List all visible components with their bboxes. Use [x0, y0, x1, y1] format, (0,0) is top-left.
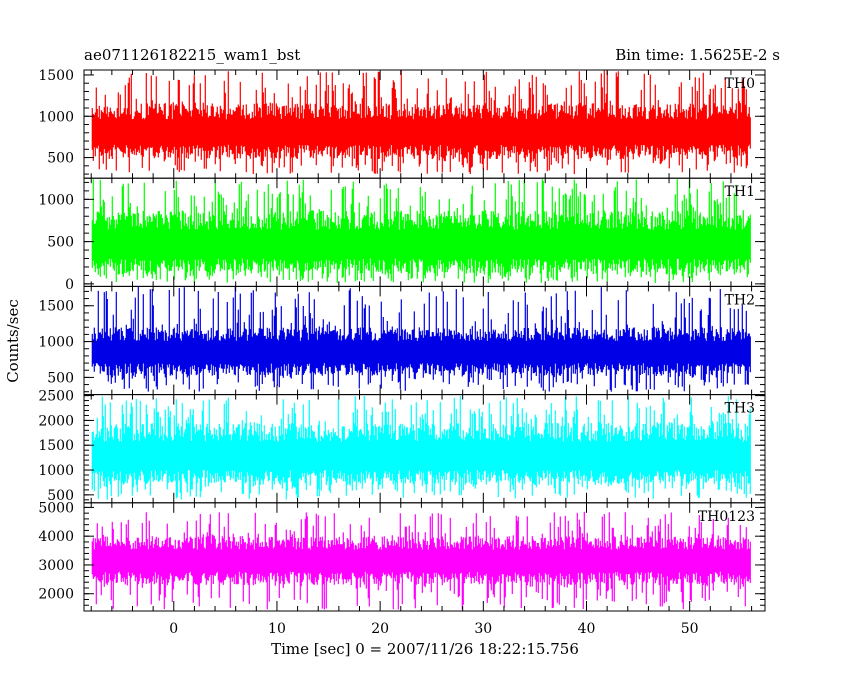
- y-tick-label: 0: [65, 277, 74, 293]
- panel-th0: TH0 500 1000 1500: [38, 68, 766, 179]
- y-tick-label: 2000: [38, 587, 74, 603]
- y-axis-label: Counts/sec: [4, 299, 22, 383]
- y-tick-label: 1500: [38, 68, 74, 84]
- y-tick-label: 1000: [38, 463, 74, 479]
- x-tick-label: 40: [578, 621, 596, 637]
- panel-th0123: TH0123 2000 3000 4000 5000: [38, 500, 766, 612]
- y-tick-label: 4000: [38, 529, 74, 545]
- x-tick-label: 20: [371, 621, 389, 637]
- panel-th1: TH1 0 500 1000: [38, 177, 766, 293]
- panel-label: TH0: [725, 76, 755, 92]
- y-tick-label: 5000: [38, 500, 74, 516]
- x-axis-label: Time [sec] 0 = 2007/11/26 18:22:15.756: [271, 640, 579, 658]
- x-tick-label: 10: [268, 621, 286, 637]
- panel-label: TH1: [725, 184, 755, 200]
- series-th3: [91, 395, 751, 500]
- x-axis: 0 10 20 30 40 50: [169, 621, 698, 637]
- panel-th3: TH3 500 1000 1500 2000 2500: [38, 389, 766, 504]
- x-tick-label: 0: [169, 621, 178, 637]
- y-tick-label: 2000: [38, 413, 74, 429]
- series-th1: [91, 179, 751, 283]
- panels-group: TH050010001500TH105001000TH250010001500T…: [38, 68, 766, 612]
- chart-title-left: ae071126182215_wam1_bst: [84, 46, 300, 64]
- panel-label: TH2: [725, 292, 755, 308]
- x-tick-label: 30: [474, 621, 492, 637]
- y-tick-label: 500: [47, 370, 74, 386]
- y-tick-label: 1500: [38, 438, 74, 454]
- panel-label: TH3: [725, 401, 755, 417]
- y-tick-label: 1000: [38, 335, 74, 351]
- y-tick-label: 2500: [38, 389, 74, 405]
- y-tick-label: 1500: [38, 299, 74, 315]
- chart-title-right: Bin time: 1.5625E-2 s: [615, 46, 780, 64]
- y-tick-label: 500: [47, 235, 74, 251]
- y-tick-label: 500: [47, 151, 74, 167]
- series-th0123: [91, 511, 751, 610]
- y-tick-label: 1000: [38, 192, 74, 208]
- x-tick-label: 50: [681, 621, 699, 637]
- y-tick-label: 500: [47, 488, 74, 504]
- panel-label: TH0123: [698, 509, 755, 525]
- y-tick-label: 3000: [38, 558, 74, 574]
- y-tick-label: 1000: [38, 109, 74, 125]
- panel-frame: [83, 502, 766, 612]
- series-th0: [91, 70, 751, 174]
- panel-th2: TH2 500 1000 1500: [38, 285, 766, 396]
- series-th2: [91, 286, 751, 392]
